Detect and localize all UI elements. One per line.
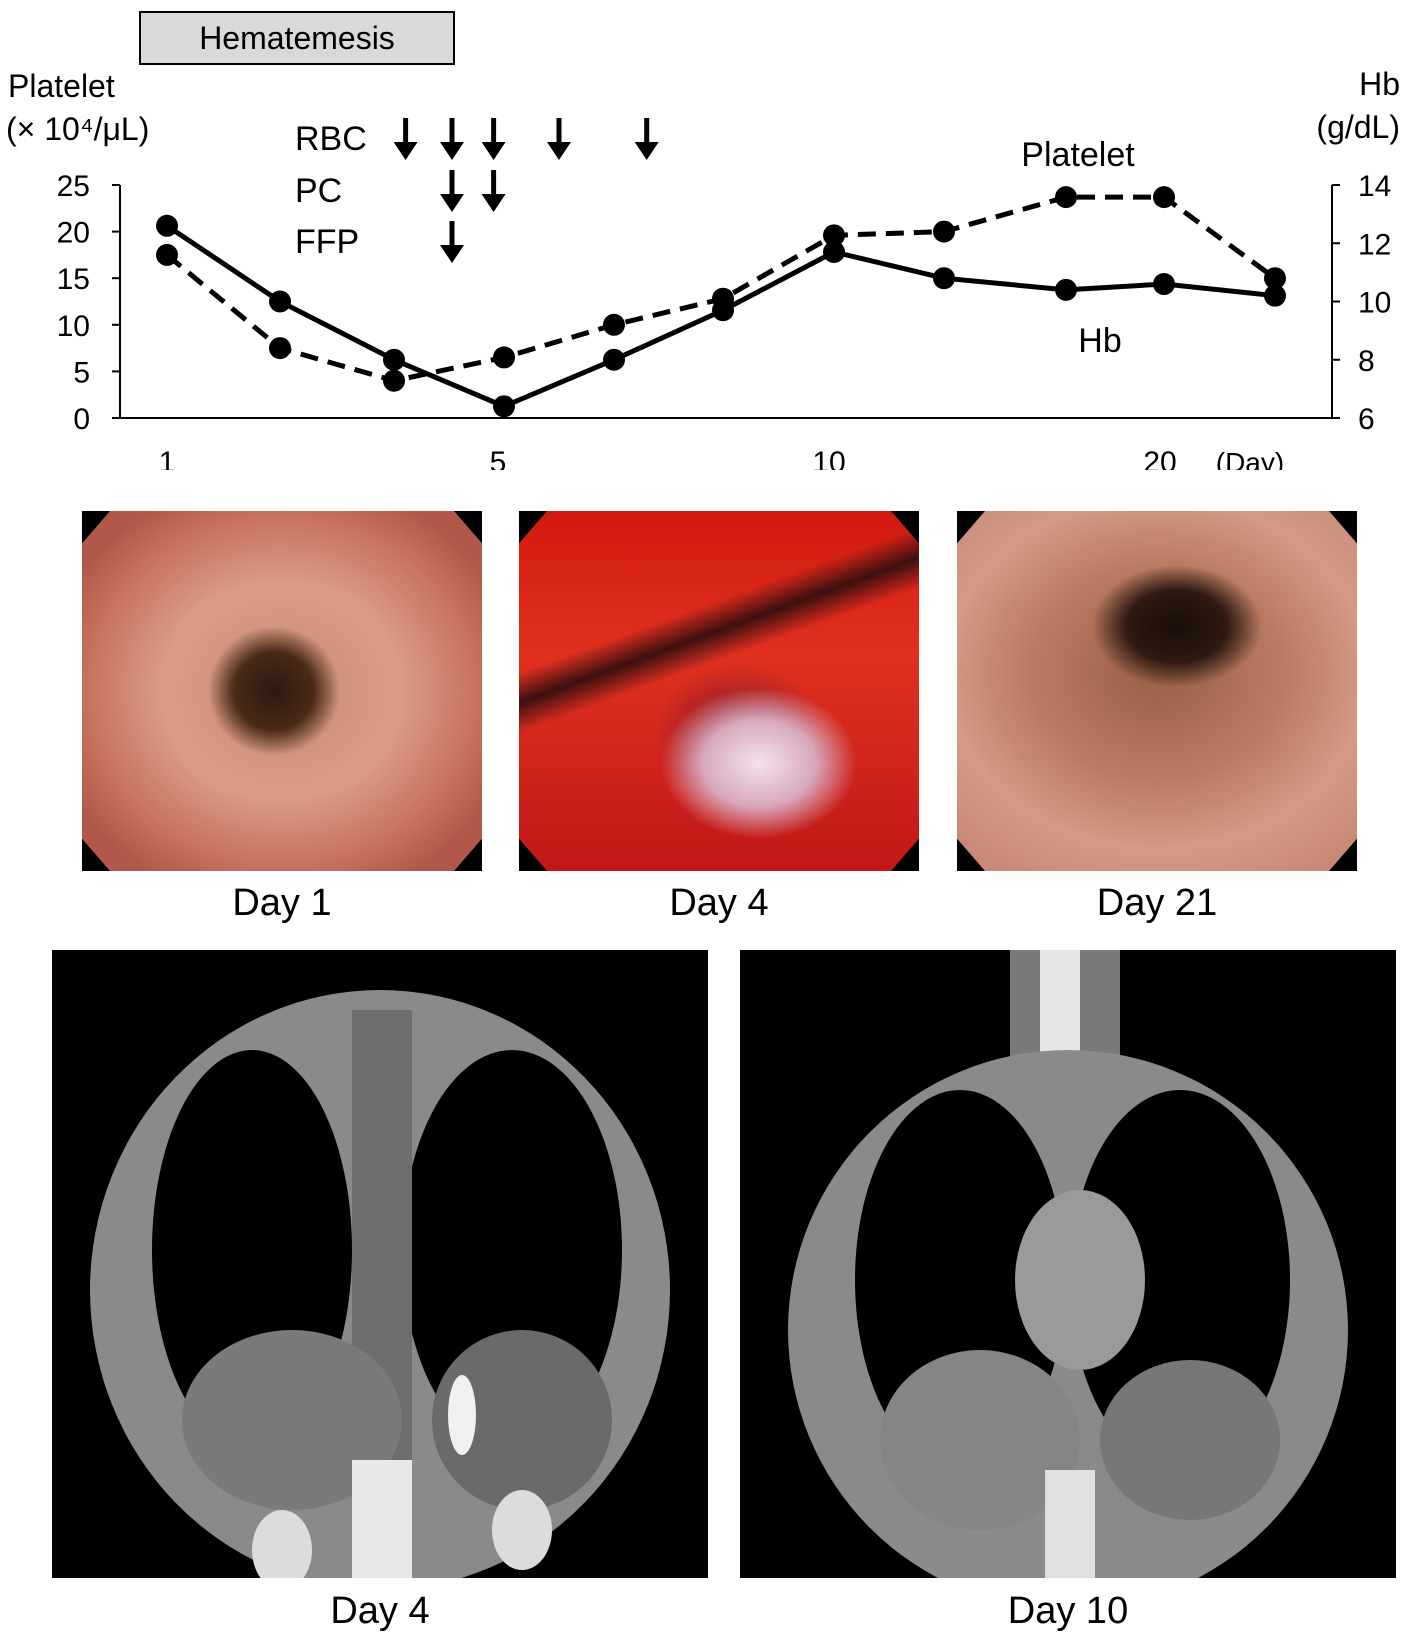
- ct-scan-day10-image: [740, 950, 1396, 1578]
- endoscopy-day21-image: [957, 511, 1357, 871]
- caption-endoscopy-3: Day 21: [1096, 882, 1218, 924]
- hematemesis-box: [139, 11, 455, 65]
- down-arrow-icon: [481, 170, 506, 212]
- right-tick-label: 8: [1358, 345, 1375, 378]
- hematemesis-label: Hematemesis: [199, 20, 395, 56]
- left-tick-label: 20: [57, 217, 90, 250]
- hb-data-point: [269, 290, 291, 313]
- right-tick-label: 6: [1358, 403, 1375, 436]
- chart-series: Platelet Hb: [156, 136, 1286, 418]
- down-arrow-icon: [481, 118, 506, 160]
- left-tick-label: 25: [57, 170, 90, 203]
- transfusion-label: PC: [295, 172, 342, 210]
- caption-endoscopy-1: Day 1: [232, 882, 332, 924]
- down-arrow-icon: [440, 221, 464, 263]
- hb-data-point: [1264, 284, 1286, 307]
- ct-scan-day4-image: [52, 950, 708, 1578]
- hb-data-point: [1153, 273, 1175, 296]
- right-axis-title-2: (g/dL): [1316, 109, 1400, 145]
- hb-data-point: [1055, 278, 1077, 301]
- caption-ct-2: Day 10: [1007, 1590, 1129, 1632]
- hb-data-point: [603, 348, 625, 371]
- left-tick-label: 10: [57, 310, 90, 343]
- caption-ct-1: Day 4: [330, 1590, 430, 1632]
- endoscopy-day4-image: [519, 511, 919, 871]
- platelet-data-point: [156, 243, 178, 266]
- transfusion-markers: RBC PC FFP: [295, 118, 659, 263]
- right-axis-title-1: Hb: [1359, 66, 1400, 102]
- platelet-data-point: [823, 224, 845, 247]
- hb-data-point: [156, 214, 178, 237]
- down-arrow-icon: [440, 170, 464, 212]
- left-axis-ticks: 0 5 10 15 20 25: [57, 170, 120, 436]
- left-axis-title-2: (× 10⁴/μL): [6, 111, 149, 147]
- x-tick-label: 5: [490, 446, 507, 470]
- platelet-data-point: [493, 346, 515, 369]
- transfusion-label: RBC: [295, 120, 367, 158]
- caption-endoscopy-2: Day 4: [669, 882, 769, 924]
- left-tick-label: 15: [57, 263, 90, 296]
- x-tick-label: 1: [159, 446, 176, 470]
- hb-data-point: [712, 299, 734, 322]
- left-tick-label: 5: [73, 356, 90, 389]
- platelet-data-point: [603, 313, 625, 336]
- platelet-data-point: [1264, 267, 1286, 290]
- platelet-series-label: Platelet: [1021, 136, 1135, 174]
- right-axis-ticks: 6 8 10 12 14: [1332, 170, 1391, 436]
- down-arrow-icon: [634, 118, 659, 160]
- hb-data-point: [933, 267, 955, 290]
- platelet-data-point: [269, 337, 291, 360]
- down-arrow-icon: [547, 118, 571, 160]
- platelet-data-point: [1153, 186, 1175, 209]
- platelet-data-point: [383, 369, 405, 392]
- left-tick-label: 0: [73, 403, 90, 436]
- down-arrow-icon: [440, 118, 464, 160]
- hb-data-point: [493, 395, 515, 418]
- x-tick-label: 20: [1143, 446, 1176, 470]
- hb-data-point: [823, 240, 845, 263]
- down-arrow-icon: [393, 118, 418, 160]
- left-axis-title-1: Platelet: [8, 68, 115, 104]
- right-tick-label: 10: [1358, 287, 1391, 320]
- platelet-data-point: [933, 220, 955, 243]
- hb-series-label: Hb: [1078, 322, 1121, 360]
- x-tick-label: 10: [812, 446, 845, 470]
- endoscopy-day1-image: [82, 511, 482, 871]
- right-tick-label: 12: [1358, 228, 1391, 261]
- clinical-course-chart: Hematemesis Platelet (× 10⁴/μL) Hb (g/dL…: [6, 11, 1400, 470]
- x-axis-ticks: 1 5 10 20: [159, 446, 1177, 470]
- right-tick-label: 14: [1358, 170, 1391, 203]
- hb-data-point: [383, 348, 405, 371]
- platelet-data-point: [1055, 186, 1077, 209]
- x-axis-unit: (Day): [1216, 447, 1284, 470]
- transfusion-label: FFP: [295, 223, 359, 261]
